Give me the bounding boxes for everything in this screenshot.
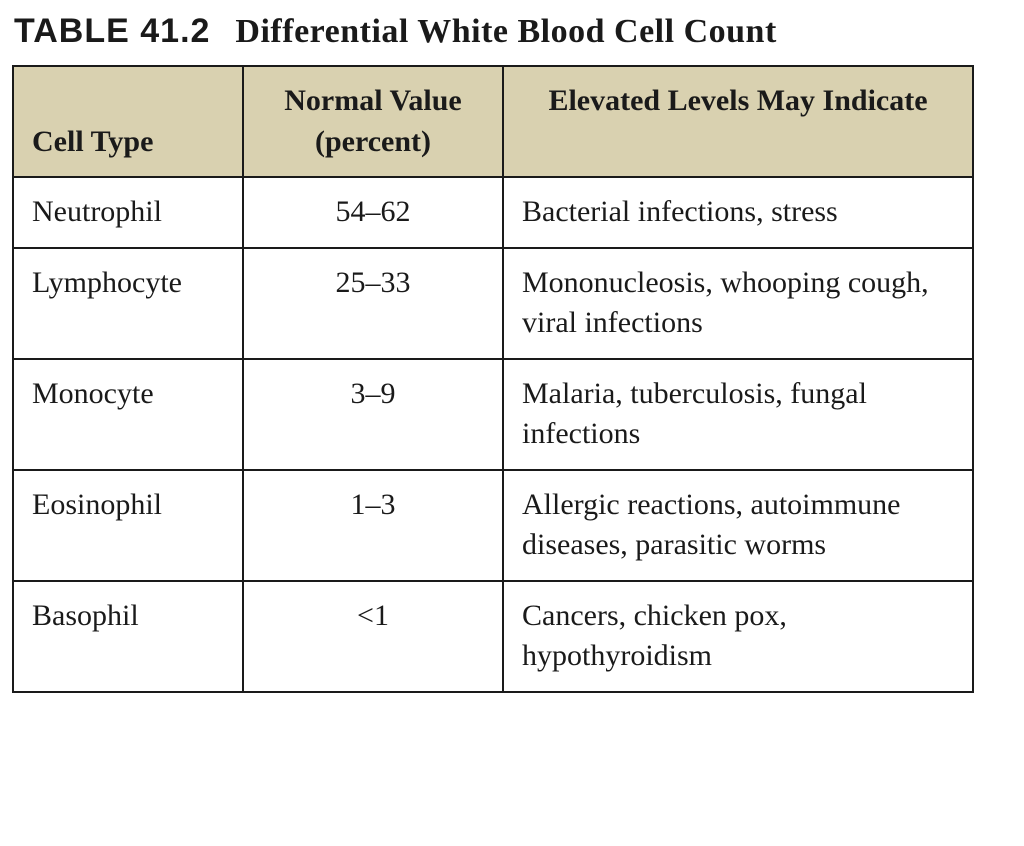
table-row: Monocyte 3–9 Malaria, tuberculosis, fung… <box>13 359 973 470</box>
table-label: TABLE 41.2 <box>14 12 210 50</box>
cell-indication: Cancers, chicken pox, hypothyroidism <box>503 581 973 692</box>
cell-type: Eosinophil <box>13 470 243 581</box>
col-header-indication: Elevated Levels May Indicate <box>503 66 973 177</box>
cell-indication: Bacterial infections, stress <box>503 177 973 248</box>
table-body: Neutrophil 54–62 Bacterial infections, s… <box>13 177 973 692</box>
cell-indication: Malaria, tuberculosis, fungal infections <box>503 359 973 470</box>
col-header-normal-value: Normal Value (percent) <box>243 66 503 177</box>
cell-indication: Mononucleosis, whooping cough, viral inf… <box>503 248 973 359</box>
cell-indication: Allergic reactions, autoimmune diseases,… <box>503 470 973 581</box>
table-row: Lymphocyte 25–33 Mononucleosis, whooping… <box>13 248 973 359</box>
cell-normal-value: 1–3 <box>243 470 503 581</box>
wbc-table: Cell Type Normal Value (percent) Elevate… <box>12 65 974 693</box>
cell-normal-value: 3–9 <box>243 359 503 470</box>
cell-type: Neutrophil <box>13 177 243 248</box>
cell-normal-value: <1 <box>243 581 503 692</box>
table-title: Differential White Blood Cell Count <box>235 13 776 50</box>
table-caption: TABLE 41.2 Differential White Blood Cell… <box>14 12 1012 51</box>
table-row: Eosinophil 1–3 Allergic reactions, autoi… <box>13 470 973 581</box>
cell-type: Monocyte <box>13 359 243 470</box>
col-header-cell-type: Cell Type <box>13 66 243 177</box>
cell-type: Basophil <box>13 581 243 692</box>
table-row: Neutrophil 54–62 Bacterial infections, s… <box>13 177 973 248</box>
cell-normal-value: 25–33 <box>243 248 503 359</box>
cell-type: Lymphocyte <box>13 248 243 359</box>
header-row: Cell Type Normal Value (percent) Elevate… <box>13 66 973 177</box>
table-row: Basophil <1 Cancers, chicken pox, hypoth… <box>13 581 973 692</box>
cell-normal-value: 54–62 <box>243 177 503 248</box>
